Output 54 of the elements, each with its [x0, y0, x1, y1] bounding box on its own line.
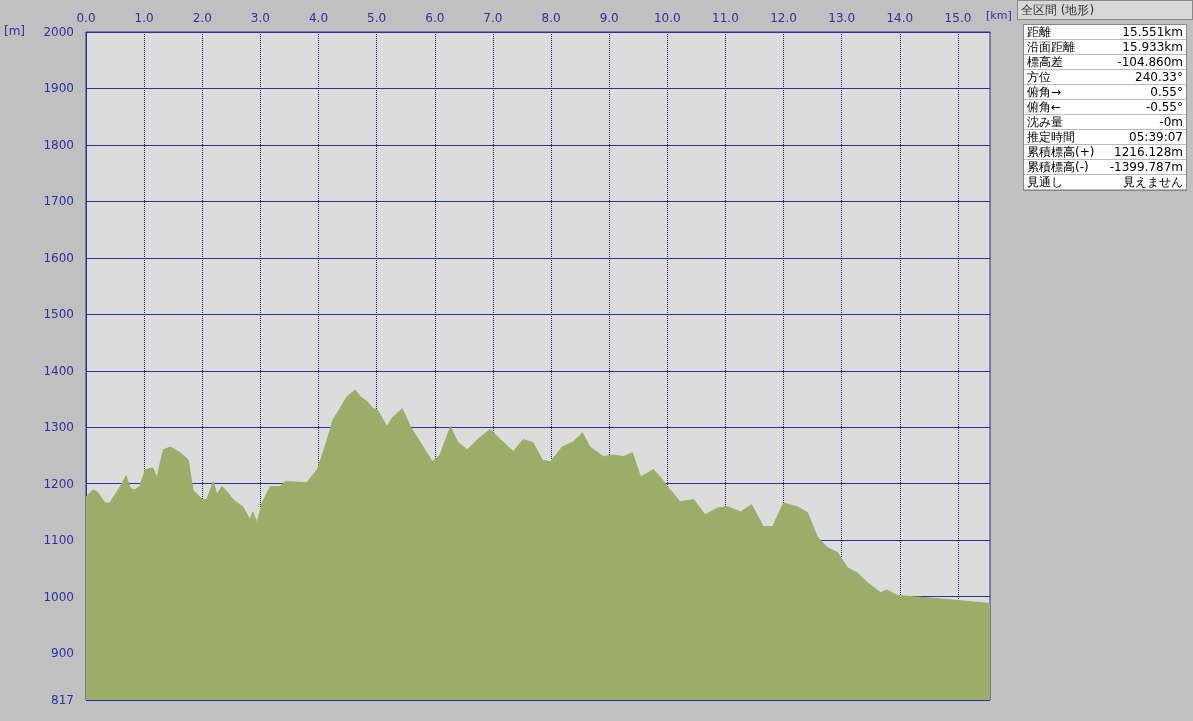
y-tick-label: 817 [51, 693, 74, 707]
x-tick-label: 2.0 [192, 11, 212, 25]
text: 累積標高(+) [1027, 145, 1095, 159]
text: 沈み量 [1027, 115, 1063, 129]
y-tick-label: 1400 [43, 363, 74, 378]
text: 0.55° [1150, 85, 1183, 99]
text: 240.33° [1135, 70, 1183, 84]
y-tick-label: 1200 [43, 476, 74, 491]
y-axis-title: [m] [4, 24, 26, 38]
text: 沿面距離 [1027, 40, 1075, 54]
y-tick-label: 1900 [43, 81, 74, 96]
text: 推定時間 [1027, 130, 1075, 144]
text: 累積標高(-) [1027, 160, 1089, 174]
x-tick-label: 4.0 [308, 11, 329, 25]
text: 方位 [1027, 70, 1051, 84]
text: 標高差 [1027, 55, 1063, 69]
x-tick-label: 15.0 [944, 11, 972, 25]
text: 全区間 (地形) [1017, 0, 1193, 20]
y-tick-label: 1000 [43, 589, 74, 604]
y-tick-label: 1500 [43, 307, 74, 322]
text: 1216.128m [1114, 145, 1183, 159]
x-tick-label: 12.0 [770, 11, 797, 25]
x-tick-label: 3.0 [250, 11, 270, 25]
x-tick-label: 5.0 [367, 11, 387, 25]
text: 見えません [1123, 175, 1183, 189]
y-tick-label: 900 [51, 646, 74, 661]
text: -0.55° [1145, 100, 1183, 114]
x-tick-label: 8.0 [541, 11, 561, 25]
y-tick-label: 1800 [43, 137, 74, 152]
x-tick-label: 1.0 [134, 11, 154, 25]
text: 15.551km [1122, 25, 1183, 39]
x-tick-label: 7.0 [483, 11, 503, 25]
y-tick-label: 1700 [43, 194, 74, 209]
x-axis-title: [km] [986, 9, 1012, 22]
x-tick-label: 14.0 [886, 11, 914, 25]
y-tick-label: 1600 [43, 250, 74, 265]
x-tick-label: 10.0 [653, 11, 681, 25]
text: 見通し [1027, 175, 1063, 189]
y-tick-label: 2000 [43, 25, 74, 39]
x-tick-label: 0.0 [76, 11, 96, 25]
text: 俯角→ [1027, 85, 1062, 99]
y-tick-label: 1300 [43, 420, 74, 435]
x-tick-label: 13.0 [828, 11, 856, 25]
text: 俯角← [1027, 100, 1062, 114]
x-tick-label: 6.0 [425, 11, 445, 25]
text: -104.860m [1117, 55, 1183, 69]
x-tick-label: 9.0 [599, 11, 619, 25]
x-tick-label: 11.0 [712, 11, 739, 25]
text: 距離 [1027, 25, 1051, 39]
text: 05:39:07 [1129, 130, 1183, 144]
text: 15.933km [1122, 40, 1183, 54]
text: -0m [1159, 115, 1183, 129]
text: -1399.787m [1109, 160, 1183, 174]
y-tick-label: 1100 [43, 533, 74, 548]
